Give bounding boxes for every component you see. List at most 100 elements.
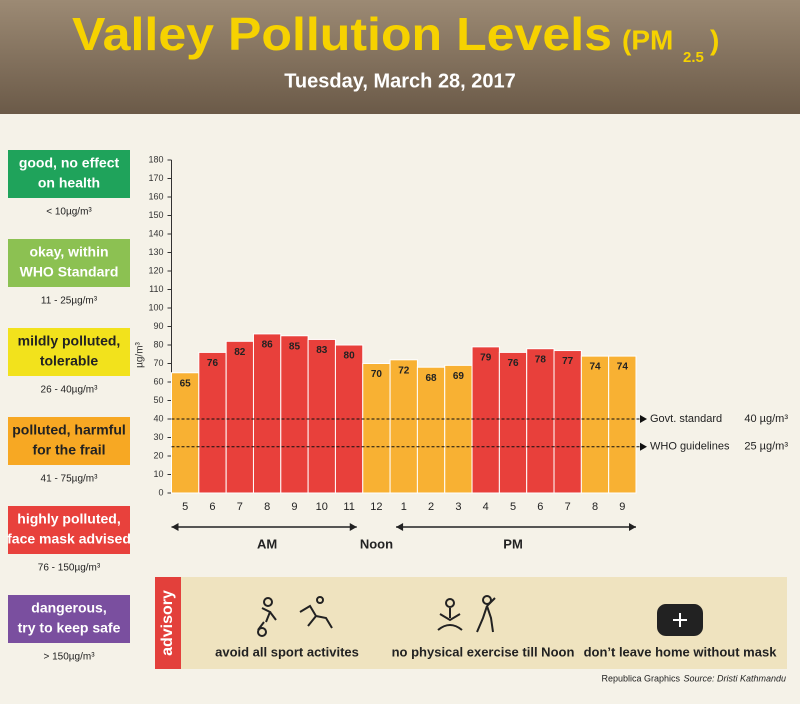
date: Tuesday, March 28, 2017 — [284, 70, 516, 92]
value-label: 78 — [535, 354, 547, 365]
reference-arrow — [640, 415, 647, 423]
x-tick-label: 7 — [237, 501, 243, 513]
y-tick-label: 30 — [153, 432, 163, 442]
y-tick-label: 80 — [153, 339, 163, 349]
level-box — [8, 239, 130, 287]
level-label: for the frail — [32, 442, 105, 458]
y-tick-label: 180 — [148, 154, 163, 164]
level-label: good, no effect — [19, 155, 120, 171]
y-tick-label: 100 — [148, 302, 163, 312]
x-tick-label: 2 — [428, 501, 434, 513]
y-tick-label: 140 — [148, 228, 163, 238]
period-label: Noon — [360, 536, 393, 551]
y-tick-label: 40 — [153, 413, 163, 423]
advisory-icons — [257, 595, 703, 637]
value-label: 74 — [589, 362, 601, 373]
level-label: WHO Standard — [20, 264, 119, 280]
level-label: dangerous, — [31, 600, 106, 616]
bar — [389, 359, 418, 494]
value-label: 65 — [180, 378, 192, 389]
level-box — [8, 417, 130, 465]
value-label: 72 — [398, 365, 410, 376]
value-label: 85 — [289, 341, 301, 352]
level-label: polluted, harmful — [12, 422, 126, 438]
value-label: 80 — [344, 351, 356, 362]
level-box — [8, 328, 130, 376]
x-tick-label: 8 — [264, 501, 270, 513]
bar — [307, 338, 336, 494]
header-bg — [0, 0, 800, 114]
level-label: highly polluted, — [17, 511, 120, 527]
advisory-item: avoid all sport activites — [215, 644, 359, 659]
value-label: 86 — [262, 340, 274, 351]
x-tick-label: 8 — [592, 501, 598, 513]
value-label: 76 — [207, 358, 219, 369]
reference-value-label: 40 µg/m³ — [744, 413, 788, 425]
bar — [280, 335, 309, 494]
advisory-tab-label: advisory — [159, 590, 176, 656]
x-tick-label: 10 — [316, 501, 328, 513]
bar — [471, 346, 500, 494]
y-tick-label: 70 — [153, 358, 163, 368]
x-tick-label: 6 — [537, 501, 543, 513]
value-label: 82 — [234, 347, 246, 358]
level-range: 26 - 40µg/m³ — [41, 385, 99, 396]
credit: Republica Graphics — [601, 673, 680, 683]
reference-value-label: 25 µg/m³ — [744, 441, 788, 453]
level-box — [8, 595, 130, 643]
bar — [198, 351, 227, 494]
y-tick-label: 50 — [153, 395, 163, 405]
bar — [416, 366, 446, 494]
y-tick-label: 130 — [148, 247, 163, 257]
value-label: 77 — [562, 356, 574, 367]
advisory-tab — [155, 577, 181, 669]
y-tick-label: 120 — [148, 265, 163, 275]
level-label: try to keep safe — [18, 620, 121, 636]
title: Valley Pollution Levels — [72, 8, 612, 60]
value-label: 70 — [371, 369, 383, 380]
level-box — [8, 150, 130, 198]
x-tick-label: 7 — [565, 501, 571, 513]
y-tick-label: 0 — [158, 487, 163, 497]
y-tick-label: 170 — [148, 173, 163, 183]
y-tick-label: 90 — [153, 321, 163, 331]
y-tick-label: 20 — [153, 450, 163, 460]
y-tick-label: 110 — [149, 284, 163, 294]
advisory-item: don’t leave home without mask — [584, 644, 778, 659]
y-tick-label: 150 — [148, 210, 163, 220]
value-label: 68 — [426, 373, 438, 384]
value-label: 69 — [453, 371, 465, 382]
x-tick-label: 6 — [209, 501, 215, 513]
bar — [498, 351, 528, 494]
value-label: 79 — [480, 352, 492, 363]
x-tick-label: 4 — [483, 501, 489, 513]
title-unit-close: ) — [710, 24, 719, 55]
reference-label: WHO guidelines — [650, 441, 730, 453]
level-range: 11 - 25µg/m³ — [41, 296, 98, 307]
level-box — [8, 506, 130, 554]
level-label: tolerable — [40, 353, 99, 369]
bar — [580, 355, 610, 494]
value-label: 76 — [507, 358, 519, 369]
level-range: > 150µg/m³ — [43, 652, 95, 663]
bar — [171, 372, 200, 494]
x-tick-label: 1 — [401, 501, 407, 513]
x-tick-label: 3 — [455, 501, 461, 513]
x-tick-label: 9 — [619, 501, 625, 513]
y-tick-label: 160 — [148, 191, 163, 201]
bar — [444, 364, 473, 494]
level-range: 76 - 150µg/m³ — [38, 563, 101, 574]
y-axis-label: µg/m³ — [135, 341, 146, 367]
value-label: 83 — [316, 345, 328, 356]
x-tick-label: 12 — [370, 501, 382, 513]
bar — [252, 333, 282, 494]
x-tick-label: 5 — [182, 501, 188, 513]
x-tick-label: 11 — [343, 501, 354, 513]
bar — [608, 355, 637, 494]
level-label: okay, within — [29, 244, 108, 260]
x-tick-label: 9 — [291, 501, 297, 513]
title-unit: (PM — [622, 24, 673, 55]
period-label: AM — [257, 536, 277, 551]
